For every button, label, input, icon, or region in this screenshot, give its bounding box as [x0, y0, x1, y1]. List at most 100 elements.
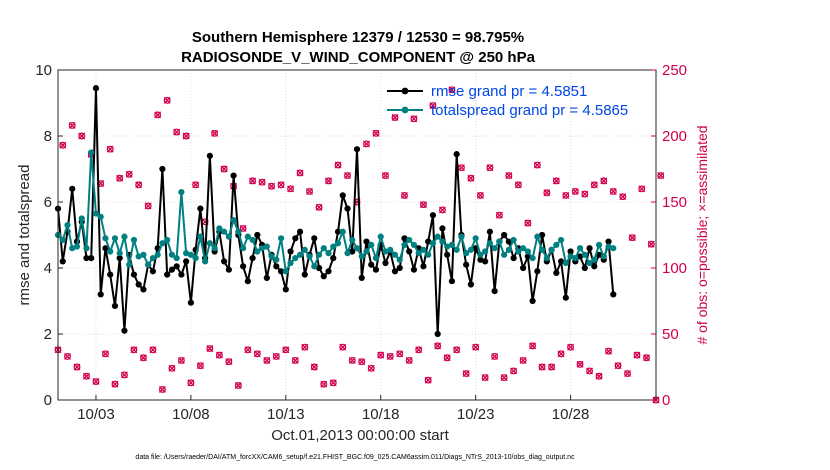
obs-possible-marker: [215, 351, 223, 359]
rmse-point: [605, 238, 612, 245]
y2-tick-label: 100: [662, 260, 687, 277]
x-tick-label: 10/03: [77, 406, 115, 423]
obs-possible-marker: [287, 185, 295, 193]
rmse-point: [254, 231, 261, 239]
obs-assimilated-marker: [258, 178, 266, 186]
spread-point: [235, 228, 242, 235]
spread-point: [126, 261, 133, 268]
obs-possible-marker: [239, 224, 247, 232]
spread-point: [282, 268, 289, 275]
obs-assimilated-marker: [59, 141, 67, 149]
spread-point: [197, 233, 204, 240]
rmse-point: [240, 263, 247, 270]
obs-assimilated-marker: [306, 187, 313, 195]
obs-assimilated-marker: [116, 174, 124, 182]
obs-possible-marker: [367, 364, 375, 372]
obs-assimilated-marker: [310, 363, 318, 371]
spread-point: [121, 233, 128, 240]
rmse-point: [206, 152, 213, 159]
spread-point: [183, 250, 190, 257]
obs-assimilated-marker: [491, 352, 499, 360]
spread-point: [164, 236, 171, 244]
obs-possible-marker: [638, 185, 646, 193]
obs-possible-marker: [571, 187, 579, 195]
spread-point: [107, 248, 114, 255]
spread-point: [64, 222, 71, 229]
spread-point: [59, 236, 66, 244]
rmse-point: [83, 255, 90, 262]
obs-assimilated-marker: [106, 145, 114, 153]
spread-point: [415, 250, 422, 257]
spread-point: [524, 248, 531, 255]
obs-possible-marker: [291, 356, 299, 364]
y-tick-label: 4: [44, 260, 52, 277]
spread-point: [372, 255, 380, 262]
spread-point: [240, 245, 247, 252]
spread-point: [344, 250, 351, 257]
rmse-point: [539, 231, 546, 239]
obs-assimilated-marker: [206, 345, 214, 352]
obs-assimilated-marker: [339, 343, 347, 351]
obs-possible-marker: [533, 161, 541, 169]
obs-possible-marker: [595, 372, 603, 380]
spread-point: [572, 255, 579, 262]
rmse-point: [97, 291, 104, 298]
obs-possible-marker: [448, 86, 456, 94]
spread-point: [548, 246, 555, 253]
obs-possible-marker: [320, 380, 328, 388]
spread-point: [202, 258, 209, 265]
obs-assimilated-marker: [524, 219, 532, 227]
obs-possible-marker: [453, 346, 461, 354]
spread-point: [149, 255, 157, 262]
obs-assimilated-marker: [64, 352, 71, 360]
obs-possible-marker: [647, 240, 655, 248]
obs-possible-marker: [130, 346, 138, 354]
spread-point: [358, 253, 365, 260]
spread-point: [486, 240, 493, 247]
spread-point: [206, 240, 213, 247]
rmse-point: [197, 205, 204, 212]
rmse-point: [273, 263, 280, 270]
obs-possible-marker: [495, 211, 503, 219]
spread-point: [97, 213, 104, 220]
obs-assimilated-marker: [296, 169, 304, 177]
obs-assimilated-marker: [192, 181, 200, 189]
obs-possible-marker: [139, 354, 147, 362]
obs-possible-marker: [78, 132, 86, 140]
chart-subtitle: RADIOSONDE_V_WIND_COMPONENT @ 250 hPa: [181, 49, 536, 66]
obs-possible-marker: [438, 206, 446, 214]
y-tick-label: 6: [44, 194, 52, 211]
spread-point: [368, 241, 375, 248]
spread-point: [425, 251, 432, 258]
obs-possible-marker: [111, 380, 119, 388]
rmse-point: [520, 264, 527, 272]
obs-assimilated-marker: [500, 374, 508, 382]
obs-possible-marker: [306, 187, 313, 195]
obs-possible-marker: [519, 356, 527, 364]
obs-possible-marker: [220, 165, 228, 173]
obs-possible-marker: [244, 346, 252, 354]
obs-assimilated-marker: [277, 181, 285, 189]
spread-point: [83, 245, 90, 252]
obs-possible-marker: [102, 350, 109, 358]
obs-possible-marker: [491, 352, 499, 360]
obs-possible-marker: [624, 370, 631, 378]
obs-possible-marker: [310, 363, 318, 371]
obs-assimilated-marker: [253, 350, 261, 358]
obs-assimilated-marker: [581, 190, 589, 198]
obs-assimilated-marker: [514, 181, 522, 189]
obs-assimilated-marker: [405, 356, 413, 364]
obs-assimilated-marker: [590, 181, 598, 189]
rmse-point: [130, 271, 138, 278]
spread-point: [249, 236, 256, 244]
y-tick-label: 8: [44, 128, 52, 145]
chart-title: Southern Hemisphere 12379 / 12530 = 98.7…: [192, 29, 524, 46]
y2-tick-label: 200: [662, 128, 687, 145]
obs-possible-marker: [467, 174, 475, 182]
spread-point: [510, 236, 517, 244]
rmse-point: [434, 330, 441, 338]
obs-possible-marker: [177, 356, 185, 364]
obs-possible-marker: [168, 364, 176, 372]
rmse-point: [164, 271, 171, 278]
